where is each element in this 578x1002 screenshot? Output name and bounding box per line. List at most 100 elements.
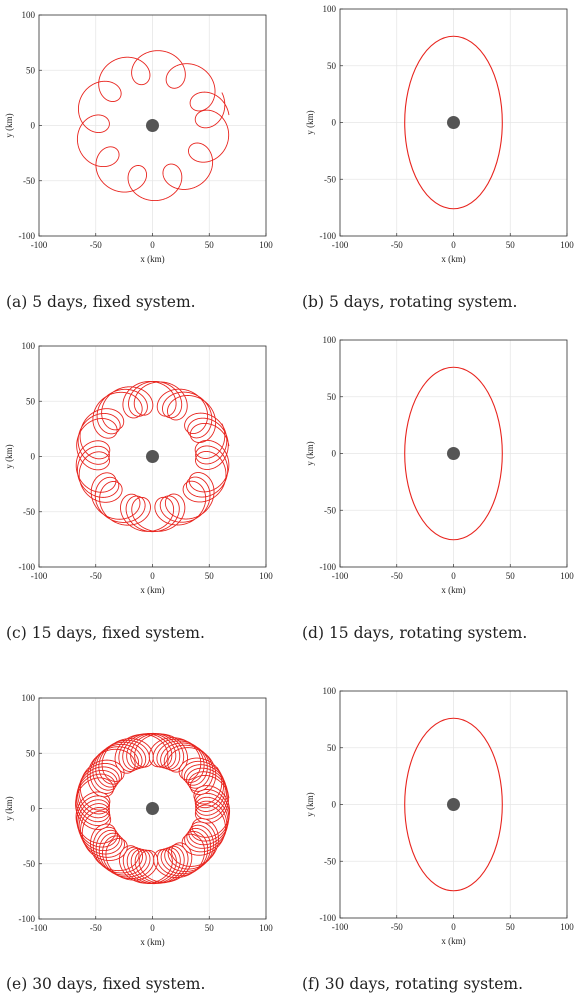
y-tick-label: 0 [332, 118, 337, 128]
trajectory-ellipse-f [404, 717, 503, 892]
caption-a: (a) 5 days, fixed system. [6, 293, 196, 311]
trajectory-line-c [75, 380, 230, 533]
x-tick-label: 0 [150, 571, 155, 581]
y-tick-label: 50 [26, 65, 36, 75]
chart-d: -100-100 -50 -50 0 0 50 50 100 100 x (km) y (km) [305, 335, 574, 595]
x-tick-label: -50 [391, 571, 403, 581]
x-tick-label: 100 [560, 240, 574, 250]
y-tick-label: 0 [332, 449, 337, 459]
y-tick-label: 50 [26, 396, 36, 406]
panel-a: -100 -100 -50 -50 0 0 50 50 100 100 x (km) y (km) [0, 0, 290, 290]
x-tick-label: 100 [560, 571, 574, 581]
central-body-f [447, 798, 460, 811]
x-tick-label: -50 [90, 240, 102, 250]
y-tick-label: -100 [19, 562, 36, 572]
x-tick-label: 0 [150, 923, 155, 933]
central-body-a [146, 119, 159, 132]
caption-d: (d) 15 days, rotating system. [302, 624, 528, 642]
x-tick-label: 0 [451, 571, 456, 581]
x-axis-label: x (km) [441, 254, 465, 264]
y-tick-label: -100 [19, 914, 36, 924]
y-tick-label: 100 [22, 693, 36, 703]
y-tick-label: 0 [31, 121, 36, 131]
x-tick-label: 50 [506, 240, 516, 250]
x-tick-label: 0 [150, 240, 155, 250]
y-axis-label: y (km) [305, 441, 315, 465]
x-axis-label: x (km) [441, 936, 465, 946]
y-tick-label: -100 [320, 562, 337, 572]
y-tick-label: 100 [323, 335, 337, 345]
x-tick-label: -100 [332, 922, 349, 932]
x-tick-label: -50 [391, 922, 403, 932]
x-tick-label: -100 [332, 571, 349, 581]
x-tick-label: 0 [451, 922, 456, 932]
panel-c: -100 -100 -50 -50 0 0 50 50 100 100 x (km) y (km) [0, 333, 290, 623]
caption-e: (e) 30 days, fixed system. [6, 975, 206, 993]
x-tick-label: 100 [259, 571, 273, 581]
x-tick-label: 100 [259, 240, 273, 250]
y-axis-label: y (km) [305, 792, 315, 816]
chart-f: -100-100 -50 -50 0 0 50 50 100 100 x (km) y (km) [305, 686, 574, 946]
y-tick-label: 50 [26, 748, 36, 758]
panel-f: -100 -100 -50 -50 0 0 50 50 100 100 x (km) y (km) [290, 684, 578, 974]
x-tick-label: -100 [31, 240, 48, 250]
y-tick-label: -50 [23, 859, 35, 869]
y-tick-label: 0 [31, 804, 36, 814]
x-axis-label: x (km) [140, 585, 164, 595]
y-tick-label: 50 [327, 743, 337, 753]
x-tick-label: 50 [506, 571, 516, 581]
x-tick-label: -100 [31, 923, 48, 933]
trajectory-ellipse-b [404, 35, 503, 210]
chart-b: -100-100 -50 -50 0 0 50 50 100 100 x (km) y (km) [305, 4, 574, 264]
y-tick-label: -50 [23, 507, 35, 517]
x-tick-label: -50 [90, 923, 102, 933]
x-tick-label: -50 [391, 240, 403, 250]
x-tick-label: 50 [205, 923, 215, 933]
x-tick-label: 50 [205, 571, 215, 581]
y-axis-label: y (km) [4, 113, 14, 137]
chart-c: -100-100 -50 -50 0 0 50 50 100 100 x (km) y (km) [4, 341, 273, 595]
y-tick-label: 50 [327, 392, 337, 402]
trajectory-ellipse-d [404, 366, 503, 541]
panel-b: -100 -100 -50 -50 0 0 50 50 100 100 x (km) y (km) [290, 0, 578, 290]
y-axis-label: y (km) [4, 796, 14, 820]
y-tick-label: 100 [323, 686, 337, 696]
x-axis-label: x (km) [441, 585, 465, 595]
y-tick-label: 100 [22, 10, 36, 20]
chart-a: -100-100 -50 -50 0 0 50 50 100 100 x (km) y (km) [4, 10, 273, 264]
caption-c: (c) 15 days, fixed system. [6, 624, 205, 642]
y-tick-label: 100 [22, 341, 36, 351]
y-tick-label: 0 [332, 800, 337, 810]
panel-e: -100 -100 -50 -50 0 0 50 50 100 100 x (km) y (km) [0, 684, 290, 974]
y-tick-label: -50 [324, 174, 336, 184]
y-tick-label: 0 [31, 452, 36, 462]
x-tick-label: 0 [451, 240, 456, 250]
y-axis-label: y (km) [305, 110, 315, 134]
central-body-d [447, 447, 460, 460]
y-tick-label: -100 [320, 913, 337, 923]
y-tick-label: -50 [324, 856, 336, 866]
trajectory-line-a [76, 50, 230, 202]
x-tick-label: -50 [90, 571, 102, 581]
caption-f: (f) 30 days, rotating system. [302, 975, 524, 993]
central-body-c [146, 450, 159, 463]
x-tick-label: 100 [560, 922, 574, 932]
x-axis-label: x (km) [140, 937, 164, 947]
panel-d: -100 -100 -50 -50 0 0 50 50 100 100 x (km) y (km) [290, 333, 578, 623]
x-axis-label: x (km) [140, 254, 164, 264]
chart-e: -100-100 -50 -50 0 0 50 50 100 100 x (km) y (km) [4, 693, 273, 947]
x-tick-label: -100 [332, 240, 349, 250]
y-tick-label: -100 [320, 231, 337, 241]
trajectory-line-e [75, 732, 231, 885]
x-tick-label: 100 [259, 923, 273, 933]
x-tick-label: 50 [205, 240, 215, 250]
central-body-b [447, 116, 460, 129]
x-tick-label: 50 [506, 922, 516, 932]
y-axis-label: y (km) [4, 444, 14, 468]
caption-b: (b) 5 days, rotating system. [302, 293, 518, 311]
y-tick-label: -50 [23, 176, 35, 186]
y-tick-label: 100 [323, 4, 337, 14]
y-tick-label: -50 [324, 505, 336, 515]
y-tick-label: 50 [327, 61, 337, 71]
central-body-e [146, 802, 159, 815]
